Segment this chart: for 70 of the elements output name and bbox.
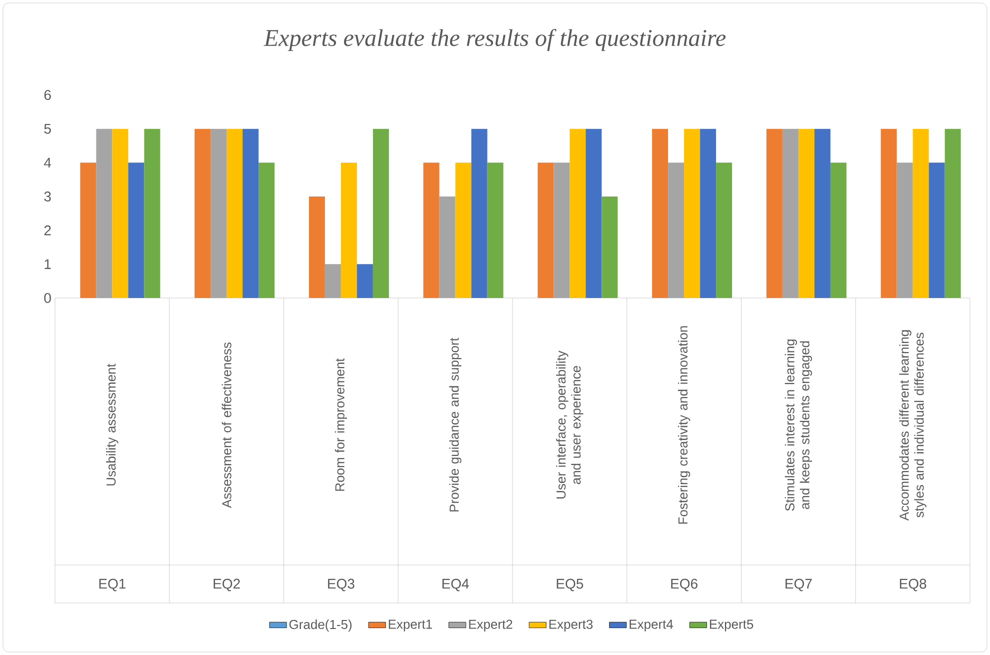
- bar: [372, 128, 389, 298]
- bar: [423, 162, 440, 298]
- text: EQ1: [99, 578, 126, 592]
- bar: [112, 128, 128, 298]
- legend-label: Grade(1-5): [289, 620, 352, 632]
- y-tick-label: 5: [44, 124, 51, 134]
- x-tick-label: Usability assessment: [106, 364, 118, 486]
- bar: [144, 128, 160, 298]
- bar: [896, 162, 913, 298]
- text: EQ8: [900, 578, 926, 592]
- legend-label: Expert5: [710, 620, 754, 632]
- bar: [324, 264, 341, 298]
- bar: [538, 162, 554, 298]
- bar: [96, 128, 112, 298]
- x-tick-label: Room for improvement: [334, 358, 347, 491]
- x-tick-label: Assessment of effectiveness: [222, 342, 232, 508]
- y-tick-label: 2: [44, 225, 51, 236]
- bar: [455, 162, 472, 298]
- y-tick-label: 3: [44, 192, 51, 202]
- x-tick-label: User interface, operability and user experience: [556, 350, 584, 498]
- bar: [944, 128, 961, 298]
- x-tick-label: Accommodates different learning styles and individual differences: [899, 330, 926, 521]
- bar: [356, 264, 373, 298]
- text: EQ3: [328, 578, 354, 592]
- legend-label: Expert3: [549, 620, 593, 632]
- text: EQ5: [556, 578, 584, 592]
- bar: [194, 128, 211, 298]
- bar: [928, 162, 945, 298]
- bar: [226, 128, 243, 298]
- y-tick-label: 6: [44, 90, 51, 100]
- bar: [258, 162, 275, 298]
- bar: [668, 162, 684, 298]
- y-tick-label: 1: [44, 259, 51, 269]
- bar: [128, 162, 144, 298]
- legend-label: Expert2: [469, 620, 512, 632]
- bar: [912, 128, 929, 298]
- bar: [242, 128, 259, 298]
- bar: [652, 128, 668, 298]
- x-tick-label: Provide guidance and support: [449, 338, 462, 512]
- bar: [814, 128, 830, 298]
- text: EQ7: [786, 578, 812, 592]
- bar: [798, 128, 814, 298]
- bar: [830, 162, 846, 298]
- text: EQ6: [671, 578, 698, 592]
- chart-title: Experts evaluate the results of the questionnaire: [264, 28, 726, 51]
- bar: [340, 162, 357, 298]
- bar: [684, 128, 700, 298]
- bar: [80, 162, 96, 298]
- bar: [308, 196, 325, 298]
- y-tick-label: 4: [44, 158, 52, 168]
- x-tick-label: Fostering creativity and innovation: [678, 326, 690, 524]
- bar: [439, 196, 456, 298]
- x-tick-label: Stimulates interest in learning and keeps students engaged: [784, 340, 812, 511]
- legend-label: Expert1: [388, 620, 432, 632]
- y-tick-label: 0: [44, 293, 51, 303]
- bar: [586, 128, 602, 298]
- bar: [471, 128, 488, 298]
- bar: [700, 128, 716, 298]
- text: EQ4: [442, 578, 469, 592]
- bar: [782, 128, 798, 298]
- text: EQ2: [214, 578, 240, 592]
- bar: [487, 162, 504, 298]
- bar: [766, 128, 782, 298]
- bar: [716, 162, 732, 298]
- bar: [554, 162, 570, 298]
- bar: [570, 128, 586, 298]
- bar: [602, 196, 618, 298]
- bar: [880, 128, 897, 298]
- bar: [210, 128, 227, 298]
- legend-label: Expert4: [630, 620, 674, 632]
